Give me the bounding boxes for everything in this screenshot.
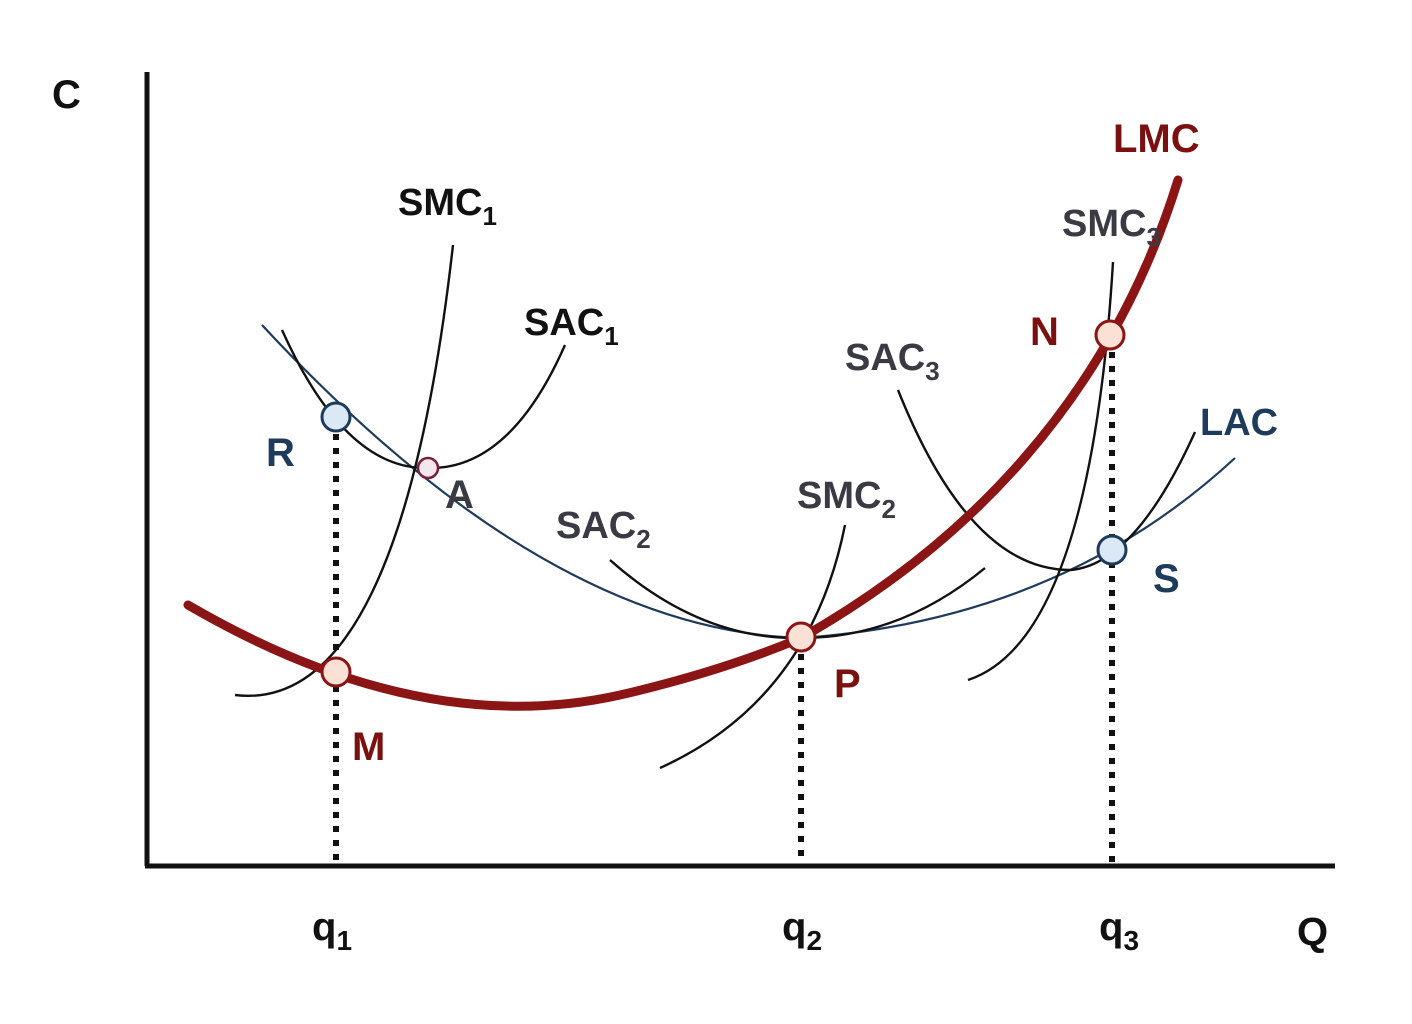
sac3-label: SAC3 (845, 337, 940, 386)
point-r-label: R (266, 431, 295, 475)
smc1-label: SMC1 (398, 182, 497, 231)
point-s-marker (1096, 534, 1128, 566)
smc3-curve (967, 261, 1115, 682)
point-a-label: A (445, 473, 474, 517)
point-m-label: M (352, 725, 385, 769)
sac3-curve (896, 389, 1197, 572)
smc2-curve (659, 524, 847, 770)
lmc-curve (183, 175, 1183, 711)
lac-label: LAC (1200, 402, 1278, 444)
smc2-label: SMC2 (797, 475, 896, 524)
x-axis-label: Q (1297, 910, 1328, 954)
tick-label-q2: q2 (782, 905, 822, 956)
point-m-marker (320, 656, 352, 688)
y-axis-label: C (52, 73, 81, 117)
sac1-curve (280, 329, 567, 470)
point-a-marker (416, 456, 440, 480)
lmc-label: LMC (1113, 117, 1200, 161)
smc1-curve (234, 244, 455, 698)
smc3-label: SMC3 (1062, 203, 1161, 252)
point-n-label: N (1030, 310, 1059, 354)
sac2-label: SAC2 (556, 505, 651, 554)
tick-label-q1: q1 (312, 905, 352, 956)
point-s-label: S (1153, 557, 1180, 601)
point-p-label: P (834, 662, 861, 706)
tick-label-q3: q3 (1099, 905, 1139, 956)
point-p-marker (785, 621, 817, 653)
sac1-label: SAC1 (524, 302, 619, 351)
point-n-marker (1094, 319, 1126, 351)
point-r-marker (320, 401, 352, 433)
